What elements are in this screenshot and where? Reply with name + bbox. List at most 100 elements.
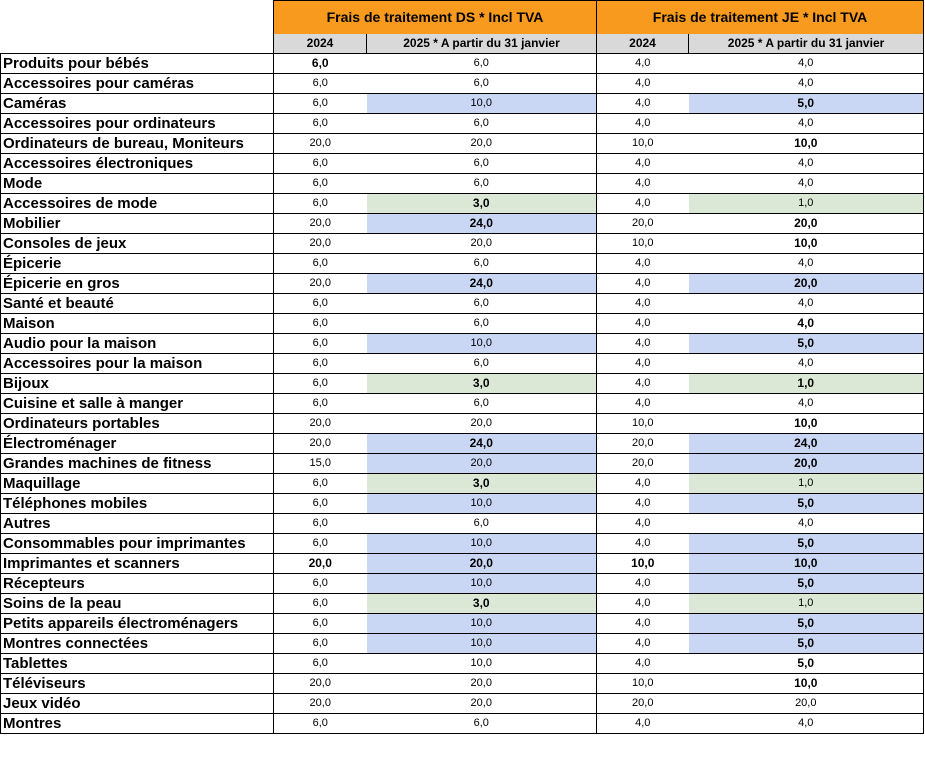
je-2025-value: 4,0 <box>688 713 925 734</box>
je-2024-value: 4,0 <box>596 273 689 294</box>
ds-2024-value: 6,0 <box>273 593 367 614</box>
category-name: Santé et beauté <box>0 293 274 314</box>
je-2025-value: 5,0 <box>688 493 925 514</box>
table-row: Bijoux 6,0 3,0 4,0 1,0 <box>0 373 925 394</box>
category-name: Caméras <box>0 93 274 114</box>
category-name: Maquillage <box>0 473 274 494</box>
table-row: Santé et beauté 6,0 6,0 4,0 4,0 <box>0 293 925 314</box>
category-name: Montres <box>0 713 274 734</box>
je-2024-value: 4,0 <box>596 593 689 614</box>
ds-2024-value: 6,0 <box>273 253 367 274</box>
category-name: Petits appareils électroménagers <box>0 613 274 634</box>
ds-2024-value: 20,0 <box>273 673 367 694</box>
category-name: Jeux vidéo <box>0 693 274 714</box>
table-row: Accessoires de mode 6,0 3,0 4,0 1,0 <box>0 193 925 214</box>
je-2025-value: 1,0 <box>688 593 925 614</box>
je-2024-value: 4,0 <box>596 513 689 534</box>
table-row: Accessoires électroniques 6,0 6,0 4,0 4,0 <box>0 153 925 174</box>
je-2024-value: 4,0 <box>596 373 689 394</box>
ds-2024-value: 6,0 <box>273 613 367 634</box>
table-row: Autres 6,0 6,0 4,0 4,0 <box>0 513 925 534</box>
je-2025-value: 20,0 <box>688 453 925 474</box>
je-2024-value: 20,0 <box>596 213 689 234</box>
ds-2025-value: 10,0 <box>366 493 598 514</box>
table-row: Montres connectées 6,0 10,0 4,0 5,0 <box>0 633 925 654</box>
ds-2024-value: 6,0 <box>273 533 367 554</box>
je-2024-value: 4,0 <box>596 193 689 214</box>
je-2024-value: 4,0 <box>596 473 689 494</box>
table-row: Électroménager 20,0 24,0 20,0 24,0 <box>0 433 925 454</box>
category-name: Téléphones mobiles <box>0 493 274 514</box>
je-2025-value: 5,0 <box>688 573 925 594</box>
je-2025-value: 4,0 <box>688 393 925 414</box>
je-2024-value: 10,0 <box>596 133 689 154</box>
table-row: Cuisine et salle à manger 6,0 6,0 4,0 4,0 <box>0 393 925 414</box>
ds-2024-value: 6,0 <box>273 73 367 94</box>
je-2025-value: 5,0 <box>688 333 925 354</box>
je-2025-value: 4,0 <box>688 313 925 334</box>
category-name: Ordinateurs de bureau, Moniteurs <box>0 133 274 154</box>
category-name: Mode <box>0 173 274 194</box>
ds-2025-value: 6,0 <box>366 513 598 534</box>
je-2024-value: 20,0 <box>596 693 689 714</box>
category-name: Électroménager <box>0 433 274 454</box>
ds-2024-value: 6,0 <box>273 473 367 494</box>
ds-2025-value: 6,0 <box>366 53 598 74</box>
category-name: Mobilier <box>0 213 274 234</box>
je-2025-value: 5,0 <box>688 653 925 674</box>
ds-2025-value: 20,0 <box>366 133 598 154</box>
ds-2024-value: 15,0 <box>273 453 367 474</box>
ds-2024-value: 20,0 <box>273 693 367 714</box>
ds-2025-value: 20,0 <box>366 693 598 714</box>
ds-2024-value: 20,0 <box>273 233 367 254</box>
category-name: Épicerie <box>0 253 274 274</box>
category-name: Tablettes <box>0 653 274 674</box>
ds-2025-value: 10,0 <box>366 333 598 354</box>
ds-2025-value: 6,0 <box>366 153 598 174</box>
ds-2024-value: 20,0 <box>273 213 367 234</box>
je-2025-value: 4,0 <box>688 293 925 314</box>
category-name: Accessoires électroniques <box>0 153 274 174</box>
table-row: Maquillage 6,0 3,0 4,0 1,0 <box>0 473 925 494</box>
ds-2025-value: 20,0 <box>366 453 598 474</box>
category-name: Produits pour bébés <box>0 53 274 74</box>
ds-2024-value: 20,0 <box>273 433 367 454</box>
je-2025-value: 4,0 <box>688 113 925 134</box>
header-je-2024: 2024 <box>596 34 690 54</box>
table-row: Consommables pour imprimantes 6,0 10,0 4,0 5… <box>0 533 925 554</box>
ds-2024-value: 6,0 <box>273 573 367 594</box>
table-row: Ordinateurs portables 20,0 20,0 10,0 10,0 <box>0 413 925 434</box>
table-row: Accessoires pour la maison 6,0 6,0 4,0 4,0 <box>0 353 925 374</box>
je-2024-value: 4,0 <box>596 493 689 514</box>
ds-2025-value: 24,0 <box>366 213 598 234</box>
table-row: Caméras 6,0 10,0 4,0 5,0 <box>0 93 925 114</box>
je-2025-value: 10,0 <box>688 553 925 574</box>
je-2024-value: 10,0 <box>596 673 689 694</box>
ds-2025-value: 3,0 <box>366 473 598 494</box>
header-je-2025: 2025 * A partir du 31 janvier <box>688 34 925 54</box>
je-2024-value: 4,0 <box>596 353 689 374</box>
je-2024-value: 4,0 <box>596 73 689 94</box>
table-row: Soins de la peau 6,0 3,0 4,0 1,0 <box>0 593 925 614</box>
table-row: Récepteurs 6,0 10,0 4,0 5,0 <box>0 573 925 594</box>
corner-cell-2 <box>0 34 274 54</box>
ds-2024-value: 6,0 <box>273 633 367 654</box>
table-row: Jeux vidéo 20,0 20,0 20,0 20,0 <box>0 693 925 714</box>
ds-2024-value: 6,0 <box>273 653 367 674</box>
je-2024-value: 20,0 <box>596 453 689 474</box>
table-row: Petits appareils électroménagers 6,0 10,0 4… <box>0 613 925 634</box>
table-row: Épicerie 6,0 6,0 4,0 4,0 <box>0 253 925 274</box>
category-name: Épicerie en gros <box>0 273 274 294</box>
table-row: Tablettes 6,0 10,0 4,0 5,0 <box>0 653 925 674</box>
category-name: Téléviseurs <box>0 673 274 694</box>
je-2025-value: 5,0 <box>688 613 925 634</box>
je-2025-value: 4,0 <box>688 73 925 94</box>
category-name: Soins de la peau <box>0 593 274 614</box>
je-2025-value: 5,0 <box>688 533 925 554</box>
ds-2024-value: 6,0 <box>273 353 367 374</box>
je-2024-value: 20,0 <box>596 433 689 454</box>
ds-2025-value: 3,0 <box>366 593 598 614</box>
ds-2025-value: 6,0 <box>366 713 598 734</box>
je-2025-value: 1,0 <box>688 473 925 494</box>
fee-table-sheet: Frais de traitement DS * Incl TVA Frais … <box>0 0 925 734</box>
